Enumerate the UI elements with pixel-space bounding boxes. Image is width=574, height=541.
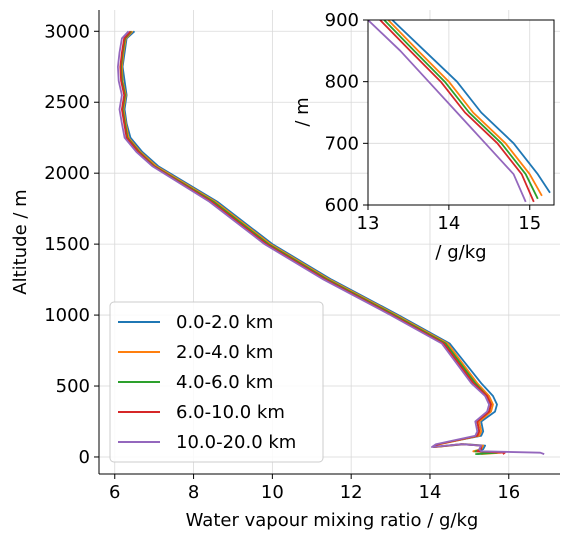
inset-x-tick-label-2: 15 [518, 213, 541, 234]
inset-y-tick-label-0: 600 [325, 195, 359, 216]
legend-label-2: 4.0-6.0 km [176, 372, 273, 393]
main-y-tick-label-6: 3000 [44, 21, 90, 42]
main-series-line-4 [117, 30, 545, 455]
main-series-lines [117, 30, 545, 455]
inset-axes: 13 14 15 600 700 800 900 [325, 10, 555, 234]
inset-y-axis-title: / m [292, 97, 313, 126]
legend-items: 0.0-2.0 km 2.0-4.0 km 4.0-6.0 km 6.0-10.0 k… [118, 312, 296, 453]
main-x-tick-label-0: 6 [109, 482, 120, 503]
main-x-tick-label-5: 16 [497, 482, 520, 503]
main-y-tick-label-2: 1000 [44, 305, 90, 326]
main-y-tick-label-4: 2000 [44, 163, 90, 184]
inset-series-line-3 [379, 20, 535, 203]
inset-series-line-1 [387, 20, 543, 197]
main-y-tick-label-0: 0 [79, 447, 90, 468]
main-axes: 6 8 10 12 14 16 0 500 1000 1500 2000 2500 3000 [44, 10, 560, 503]
inset-x-tick-label-0: 13 [357, 213, 380, 234]
inset-series-line-2 [383, 20, 539, 200]
main-x-tick-label-2: 10 [261, 482, 284, 503]
inset-series-lines [368, 20, 551, 203]
inset-x-axis-title: / g/kg [435, 242, 486, 263]
legend-label-3: 6.0-10.0 km [176, 402, 285, 423]
inset-y-tick-label-1: 700 [325, 133, 359, 154]
inset-plot: 13 14 15 600 700 800 900 / g/kg / m [292, 10, 555, 263]
main-x-tick-label-4: 14 [419, 482, 442, 503]
inset-frame [367, 19, 555, 206]
inset-x-tick-label-1: 14 [437, 213, 460, 234]
main-x-tick-label-1: 8 [188, 482, 199, 503]
inset-background [368, 20, 554, 205]
main-y-tick-label-1: 500 [56, 376, 90, 397]
inset-y-tick-label-2: 800 [325, 72, 359, 93]
legend: 0.0-2.0 km 2.0-4.0 km 4.0-6.0 km 6.0-10.0 k… [109, 301, 324, 463]
inset-series-line-0 [391, 20, 551, 194]
main-y-tick-label-3: 1500 [44, 234, 90, 255]
legend-label-0: 0.0-2.0 km [176, 312, 273, 333]
main-y-tick-label-5: 2500 [44, 92, 90, 113]
inset-series-line-4 [368, 20, 527, 203]
legend-frame [109, 301, 324, 463]
main-x-tick-label-3: 12 [340, 482, 363, 503]
main-y-axis-title: Altitude / m [10, 189, 31, 294]
main-x-axis-title: Water vapour mixing ratio / g/kg [186, 510, 479, 531]
inset-y-tick-label-3: 900 [325, 10, 359, 31]
legend-label-1: 2.0-4.0 km [176, 342, 273, 363]
legend-label-4: 10.0-20.0 km [176, 432, 296, 453]
